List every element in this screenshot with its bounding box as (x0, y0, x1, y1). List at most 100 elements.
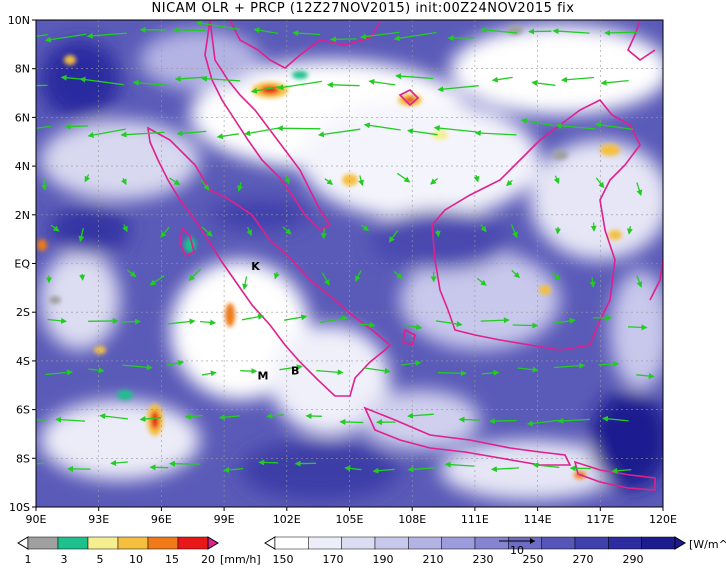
wind-vector (216, 133, 239, 140)
olr-colorbar-swatch (408, 536, 442, 550)
wind-vector (199, 319, 217, 326)
lon-tick-label: 96E (151, 513, 172, 526)
wind-vector (47, 317, 67, 324)
wind-vector (434, 229, 441, 238)
wind-vector (241, 313, 265, 321)
wind-vector (611, 467, 632, 474)
wind-vector (626, 226, 633, 235)
wind-vector (360, 31, 400, 40)
lat-tick-label: 4S (16, 355, 30, 368)
place-label-k: K (251, 260, 260, 273)
wind-vector (517, 366, 539, 373)
wind-vector (339, 418, 364, 425)
wind-vector (88, 367, 105, 374)
wind-vector (324, 178, 334, 185)
wind-vector (36, 462, 45, 465)
wind-vector (250, 85, 280, 94)
wind-vector (167, 318, 196, 325)
lon-tick-label: 120E (649, 513, 677, 526)
wind-vector (595, 177, 605, 189)
wind-vector (149, 275, 165, 286)
wind-vector (393, 31, 437, 42)
lesser-sunda-coastline (573, 460, 656, 491)
map-plot-area: K M B (36, 20, 663, 507)
wind-vector (550, 271, 561, 281)
olr-colorbar-high-arrow (674, 536, 686, 550)
wind-vector (600, 79, 629, 86)
wind-vector (598, 361, 619, 368)
wind-vector (50, 224, 60, 232)
place-labels: K M B (251, 260, 299, 383)
wind-vector (435, 320, 463, 327)
wind-vector (636, 373, 655, 380)
wind-vector (531, 80, 556, 86)
wind-vector (433, 125, 478, 133)
wind-vector (395, 73, 434, 80)
olr-colorbar-label: 190 (373, 553, 394, 566)
natuna-coastline (398, 89, 420, 107)
lat-tick-label: EQ (14, 258, 30, 271)
lat-tick-label: 6N (15, 111, 30, 124)
wind-vector (344, 465, 362, 472)
wind-vector (246, 226, 252, 237)
wind-vector (473, 175, 480, 183)
olr-colorbar-swatch (441, 536, 476, 550)
map-gridlines (36, 20, 663, 507)
olr-colorbar-label: 230 (473, 553, 494, 566)
wind-vector (120, 131, 165, 138)
wind-vector (196, 20, 240, 31)
wind-vector (636, 182, 643, 197)
wind-vector (506, 179, 513, 187)
sulawesi-coastline (649, 259, 663, 301)
wind-vector (480, 27, 518, 34)
wind-vector (321, 272, 330, 286)
wind-vector (276, 125, 321, 132)
olr-colorbar-low-arrow (264, 536, 276, 550)
wind-vector (320, 228, 327, 240)
wind-vector (253, 27, 279, 35)
nias-coastline (179, 226, 195, 258)
wind-vector (372, 467, 395, 474)
wind-vector (510, 224, 518, 239)
olr-colorbar-swatch (474, 536, 509, 550)
wind-vector (458, 416, 480, 423)
philippines-coastline (627, 20, 656, 61)
wind-vector (223, 466, 244, 473)
wind-vector (595, 121, 634, 131)
wind-vector (240, 368, 258, 375)
wind-vector (437, 85, 479, 93)
wind-vector (277, 80, 322, 91)
wind-vector (218, 414, 240, 421)
wind-vector (122, 318, 142, 325)
wind-vector (511, 269, 521, 279)
precip-colorbar-label: 1 (25, 553, 32, 566)
precip-colorbar-swatch (57, 536, 89, 550)
lon-tick-label: 114E (524, 513, 552, 526)
wind-vector (488, 418, 517, 425)
wind-vector (122, 224, 128, 233)
wind-vector (553, 317, 576, 324)
wind-vector (174, 75, 205, 82)
olr-colorbar-swatch (641, 536, 676, 550)
wind-vector (520, 118, 555, 127)
wind-vector (84, 174, 91, 183)
wind-vector (64, 123, 89, 130)
lat-tick-label: 10N (8, 14, 30, 27)
precip-colorbar-label: 10 (129, 553, 143, 566)
olr-colorbar-label: 210 (423, 553, 444, 566)
wind-vector (99, 413, 128, 420)
lon-tick-label: 90E (26, 513, 47, 526)
wind-vector (627, 324, 648, 331)
wind-vector (110, 459, 128, 466)
olr-colorbar-label: 250 (523, 553, 544, 566)
java-coastline (363, 406, 572, 466)
wind-vector (44, 33, 87, 43)
wind-vector (266, 412, 284, 419)
wind-vector (78, 228, 85, 243)
wind-vector (200, 179, 210, 191)
wind-vector (326, 81, 360, 88)
olr-colorbar-swatch (608, 536, 642, 550)
wind-vector (45, 369, 74, 376)
reference-vector-label: 10 (510, 544, 524, 557)
wind-vector (364, 367, 391, 374)
